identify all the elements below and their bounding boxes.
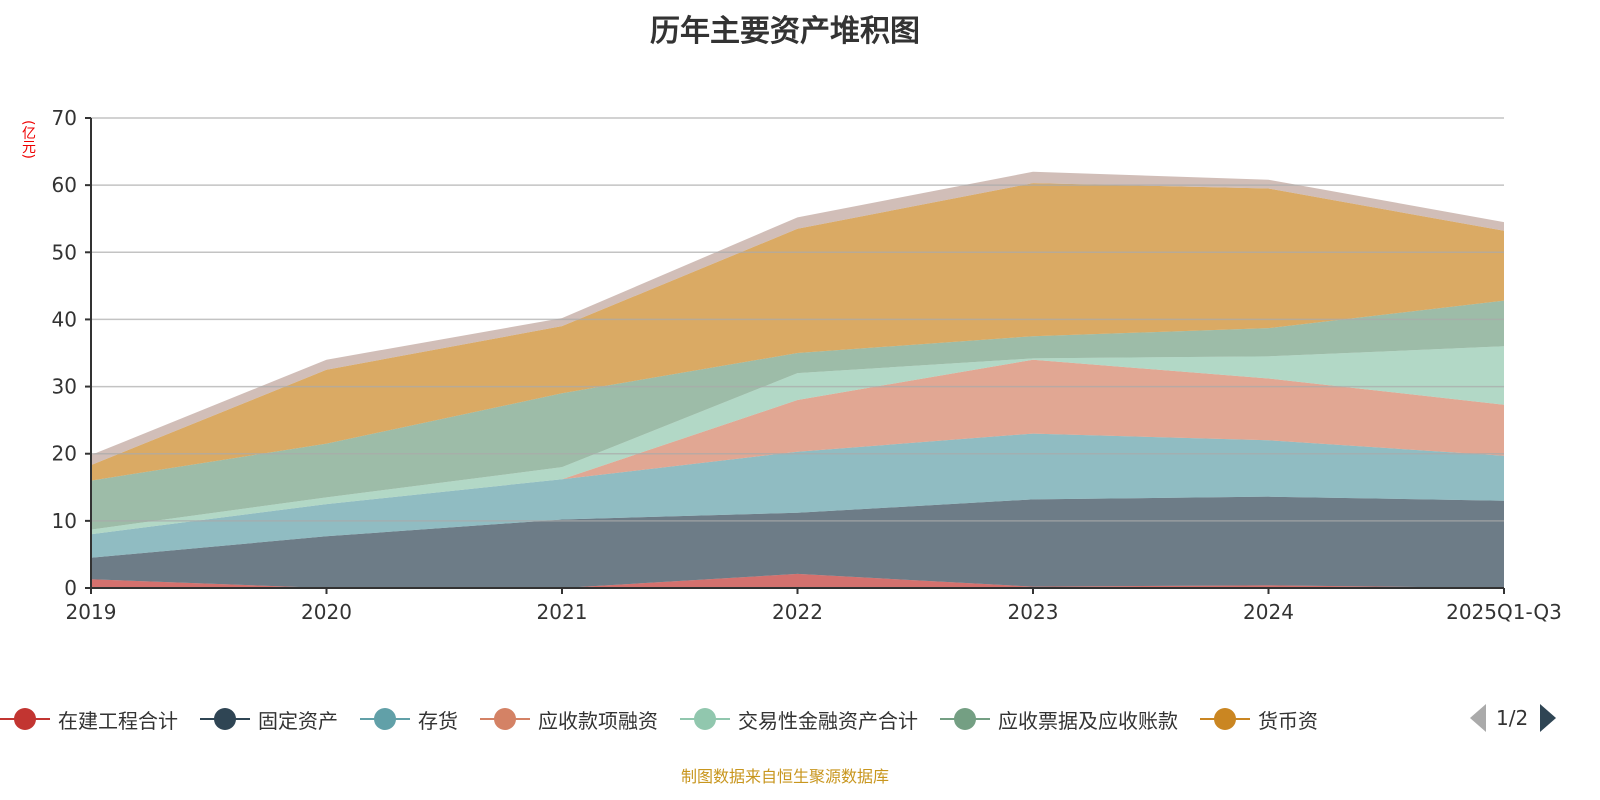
- legend-label: 货币资: [1258, 708, 1318, 733]
- area-series-3: [91, 359, 1504, 535]
- area-series-6: [91, 183, 1504, 481]
- y-tick-label: 30: [52, 375, 77, 399]
- y-tick-label: 50: [52, 240, 77, 264]
- legend-label: 应收款项融资: [538, 708, 658, 733]
- x-tick-label: 2023: [1008, 600, 1059, 624]
- stacked-area-chart: 0 10 20 30 40 50 60 70 2019 2020 2021 2022 2023 2024 2…: [52, 106, 1562, 624]
- legend: 在建工程合计 固定资产 存货 应收款项融资 交易性金融资产合计 应收票据及应收账款 货币资: [0, 704, 1340, 734]
- legend-next-page-icon[interactable]: [1540, 704, 1557, 732]
- y-tick-label: 0: [64, 576, 77, 600]
- legend-marker-icon: [360, 707, 410, 731]
- x-tick-label: 2019: [66, 600, 117, 624]
- legend-marker-icon: [940, 707, 990, 731]
- area-series-0: [91, 573, 1504, 588]
- legend-marker-icon: [1200, 707, 1250, 731]
- legend-pager: 1/2: [1470, 704, 1557, 732]
- area-series-2: [91, 433, 1504, 558]
- legend-page-number: 1/2: [1496, 706, 1529, 730]
- legend-label: 存货: [418, 708, 458, 733]
- legend-label: 固定资产: [258, 708, 338, 733]
- legend-label: 在建工程合计: [58, 708, 178, 733]
- legend-item[interactable]: 交易性金融资产合计: [680, 705, 918, 734]
- area-series-7: [91, 171, 1504, 466]
- x-tick-label: 2020: [301, 600, 352, 624]
- legend-prev-page-icon[interactable]: [1470, 704, 1486, 732]
- legend-item[interactable]: 应收票据及应收账款: [940, 705, 1178, 734]
- y-tick-label: 40: [52, 307, 77, 331]
- x-tick-label: 2025Q1-Q3: [1446, 600, 1562, 624]
- legend-item[interactable]: 存货: [360, 705, 458, 734]
- chart-title: 历年主要资产堆积图: [650, 14, 920, 49]
- legend-item[interactable]: 固定资产: [200, 705, 338, 734]
- y-tick-label: 70: [52, 106, 77, 130]
- legend-label: 应收票据及应收账款: [998, 708, 1178, 733]
- area-series-5: [91, 300, 1504, 530]
- x-tick-label: 2021: [537, 600, 588, 624]
- legend-item[interactable]: 在建工程合计: [0, 705, 178, 734]
- legend-label: 交易性金融资产合计: [738, 708, 918, 733]
- legend-marker-icon: [480, 707, 530, 731]
- x-tick-label: 2022: [772, 600, 823, 624]
- area-series-1: [91, 496, 1504, 588]
- y-tick-label: 20: [52, 442, 77, 466]
- x-tick-label: 2024: [1243, 600, 1294, 624]
- legend-item[interactable]: 货币资: [1200, 705, 1318, 734]
- legend-item[interactable]: 应收款项融资: [480, 705, 658, 734]
- data-source-footer: 制图数据来自恒生聚源数据库: [680, 767, 889, 786]
- area-series-4: [91, 346, 1504, 535]
- y-tick-label: 60: [52, 173, 77, 197]
- legend-marker-icon: [680, 707, 730, 731]
- y-axis-unit-label: (亿元): [20, 120, 36, 159]
- legend-marker-icon: [0, 707, 50, 731]
- legend-marker-icon: [200, 707, 250, 731]
- y-tick-label: 10: [52, 509, 77, 533]
